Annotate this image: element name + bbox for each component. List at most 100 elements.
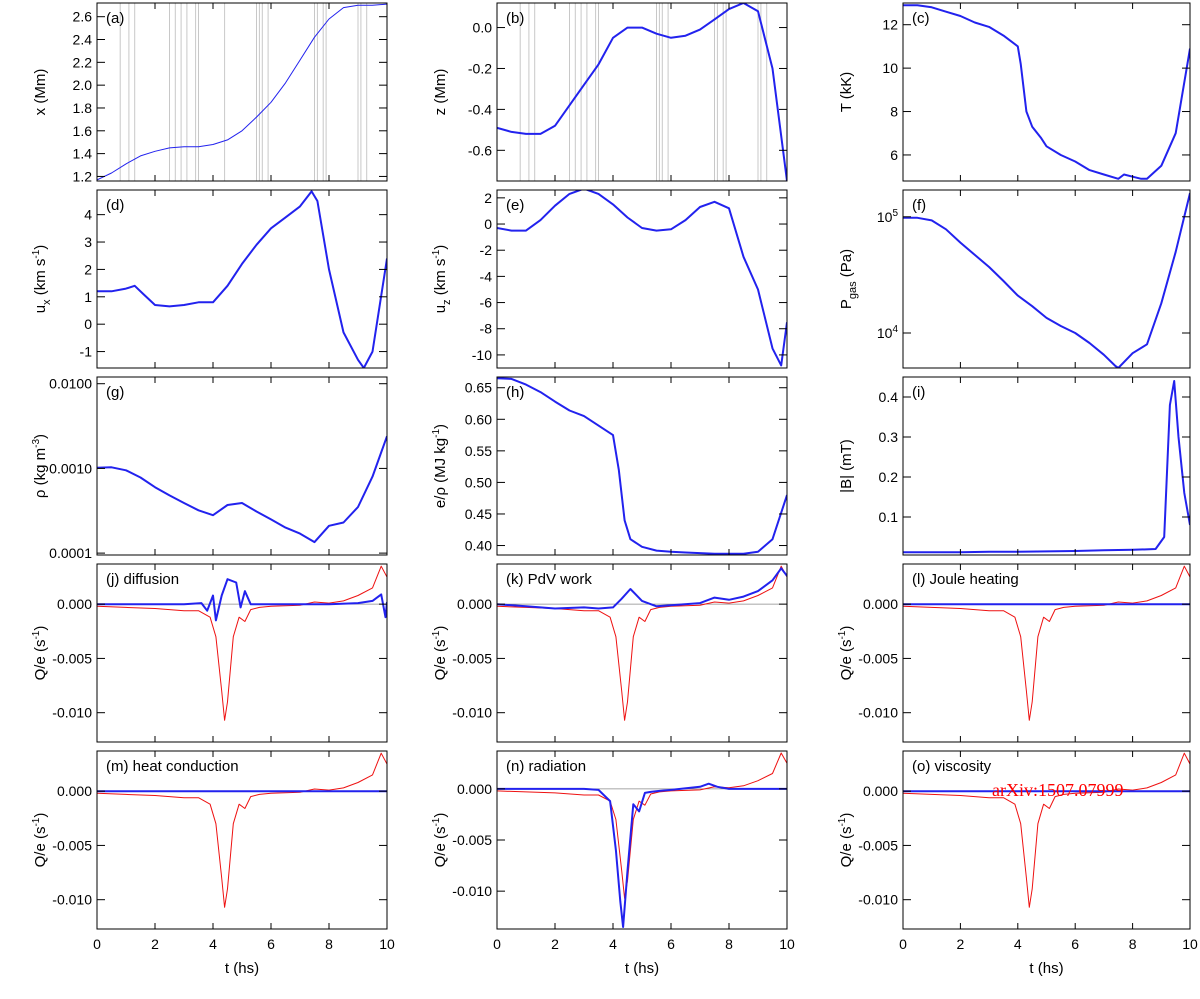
panel-tag: (n) radiation xyxy=(506,758,586,775)
y-tick-label: 0 xyxy=(84,316,92,332)
y-tick-label: -0.005 xyxy=(52,837,92,853)
panel-tag: (m) heat conduction xyxy=(106,758,239,775)
x-axis-label: t (hs) xyxy=(225,960,259,977)
y-tick-label: 105 xyxy=(877,208,899,225)
y-tick-label: -0.010 xyxy=(52,892,92,908)
x-tick-label: 6 xyxy=(1071,936,1079,952)
y-tick-label: 12 xyxy=(882,17,898,33)
x-tick-label: 8 xyxy=(725,936,733,952)
series-blue-line xyxy=(97,578,387,622)
y-axis-label: z (Mm) xyxy=(432,69,449,116)
y-tick-label: 0.3 xyxy=(879,429,899,445)
y-tick-label: 1.6 xyxy=(73,123,93,139)
series-blue-line xyxy=(497,782,787,928)
y-tick-label: 0.50 xyxy=(465,474,492,490)
y-axis-label: Pgas (Pa) xyxy=(838,249,859,309)
y-tick-label: -0.005 xyxy=(452,650,492,666)
x-tick-label: 2 xyxy=(151,936,159,952)
series-blue-line xyxy=(903,192,1190,368)
y-tick-label: 0.4 xyxy=(879,389,899,405)
x-tick-label: 2 xyxy=(551,936,559,952)
y-tick-label: 0.000 xyxy=(457,596,492,612)
x-tick-label: 4 xyxy=(609,936,617,952)
panel-h: 0.40 0.45 0.50 0.55 0.60 0.65 (h) e/ρ (MJ kg-1) xyxy=(431,376,788,556)
panel-tag: (a) xyxy=(106,10,124,27)
x-tick-label: 10 xyxy=(1182,936,1198,952)
y-tick-label: 0.1 xyxy=(879,509,899,525)
x-tick-label: 8 xyxy=(325,936,333,952)
plot-frame xyxy=(496,2,788,182)
x-axis-label: t (hs) xyxy=(625,960,659,977)
y-tick-label: 2 xyxy=(84,261,92,277)
series-red-line xyxy=(497,565,787,721)
y-tick-label: 104 xyxy=(877,324,899,341)
panel-o: 0 2 4 6 8 10 t (hs) -0.010 -0.005 0.000 (o) viscos… xyxy=(837,750,1198,977)
series-group xyxy=(497,565,787,721)
y-axis-label: uz (km s-1) xyxy=(431,245,453,314)
panel-tag: (h) xyxy=(506,384,524,401)
y-tick-label: -6 xyxy=(480,295,493,311)
y-tick-label: 0.000 xyxy=(57,596,92,612)
x-tick-label: 4 xyxy=(209,936,217,952)
x-axis-label: t (hs) xyxy=(1029,960,1063,977)
series-group xyxy=(97,3,387,181)
panel-n: 0 2 4 6 8 10 t (hs) -0.010 -0.005 0.000 (n) radiat… xyxy=(431,750,795,977)
y-tick-label: 10 xyxy=(882,60,898,76)
series-group xyxy=(497,3,787,181)
y-tick-label: -0.005 xyxy=(858,650,898,666)
panel-tag: (l) Joule heating xyxy=(912,571,1019,588)
plot-frame xyxy=(496,189,788,369)
y-axis-label: x (Mm) xyxy=(32,69,49,116)
y-tick-label: 4 xyxy=(84,207,92,223)
y-tick-label: 0.0001 xyxy=(49,545,92,561)
plot-frame xyxy=(496,750,788,930)
y-tick-label: 0.000 xyxy=(863,596,898,612)
panel-m: 0 2 4 6 8 10 t (hs) -0.010 -0.005 0.000 (m) heat c… xyxy=(31,750,395,977)
series-group xyxy=(903,380,1190,554)
series-group xyxy=(903,4,1190,180)
plot-frame xyxy=(902,750,1191,930)
series-blue-line xyxy=(903,380,1190,554)
panel-a: 1.2 1.4 1.6 1.8 2.0 2.2 2.4 2.6 (a) x (Mm) xyxy=(32,2,388,184)
panel-tag: (j) diffusion xyxy=(106,571,179,588)
series-group xyxy=(497,377,787,555)
y-tick-label: -8 xyxy=(480,321,493,337)
y-tick-label: 0.2 xyxy=(879,469,899,485)
series-blue-line xyxy=(497,190,787,367)
plot-frame xyxy=(96,376,388,556)
series-group xyxy=(903,752,1190,908)
y-tick-label: 2.0 xyxy=(73,77,93,93)
series-group xyxy=(97,752,387,908)
series-blue-line xyxy=(97,435,387,544)
y-tick-label: 8 xyxy=(890,104,898,120)
y-tick-label: -0.010 xyxy=(452,883,492,899)
panel-j: -0.010 -0.005 0.000 (j) diffusion Q/e (s-1) xyxy=(31,563,388,743)
series-red-line xyxy=(903,565,1190,721)
panel-tag: (f) xyxy=(912,197,926,214)
panel-tag: (d) xyxy=(106,197,124,214)
y-tick-label: 2 xyxy=(484,190,492,206)
y-tick-label: 0.0010 xyxy=(49,460,92,476)
x-tick-label: 4 xyxy=(1014,936,1022,952)
panel-tag: (i) xyxy=(912,384,925,401)
y-tick-label: -1 xyxy=(80,344,93,360)
y-tick-label: -0.010 xyxy=(858,705,898,721)
series-red-line xyxy=(97,565,387,721)
y-tick-label: 0.65 xyxy=(465,380,492,396)
series-blue-line xyxy=(97,3,387,181)
panel-c: 6 8 10 12 (c) T (kK) xyxy=(838,2,1191,182)
y-tick-label: 1.4 xyxy=(73,146,93,162)
y-tick-label: 6 xyxy=(890,147,898,163)
panel-e: -10 -8 -6 -4 -2 0 2 (e) uz (km s-1) xyxy=(431,189,788,369)
series-group xyxy=(497,190,787,367)
y-tick-label: 0.40 xyxy=(465,538,492,554)
arxiv-watermark: arXiv:1507.07999 xyxy=(992,780,1124,800)
y-axis-label: Q/e (s-1) xyxy=(31,626,49,681)
series-blue-line xyxy=(97,190,387,368)
x-tick-label: 0 xyxy=(899,936,907,952)
y-axis-label: T (kK) xyxy=(838,72,855,113)
y-axis-label: Q/e (s-1) xyxy=(431,813,449,868)
series-group xyxy=(97,190,387,368)
plot-frame xyxy=(902,2,1191,182)
